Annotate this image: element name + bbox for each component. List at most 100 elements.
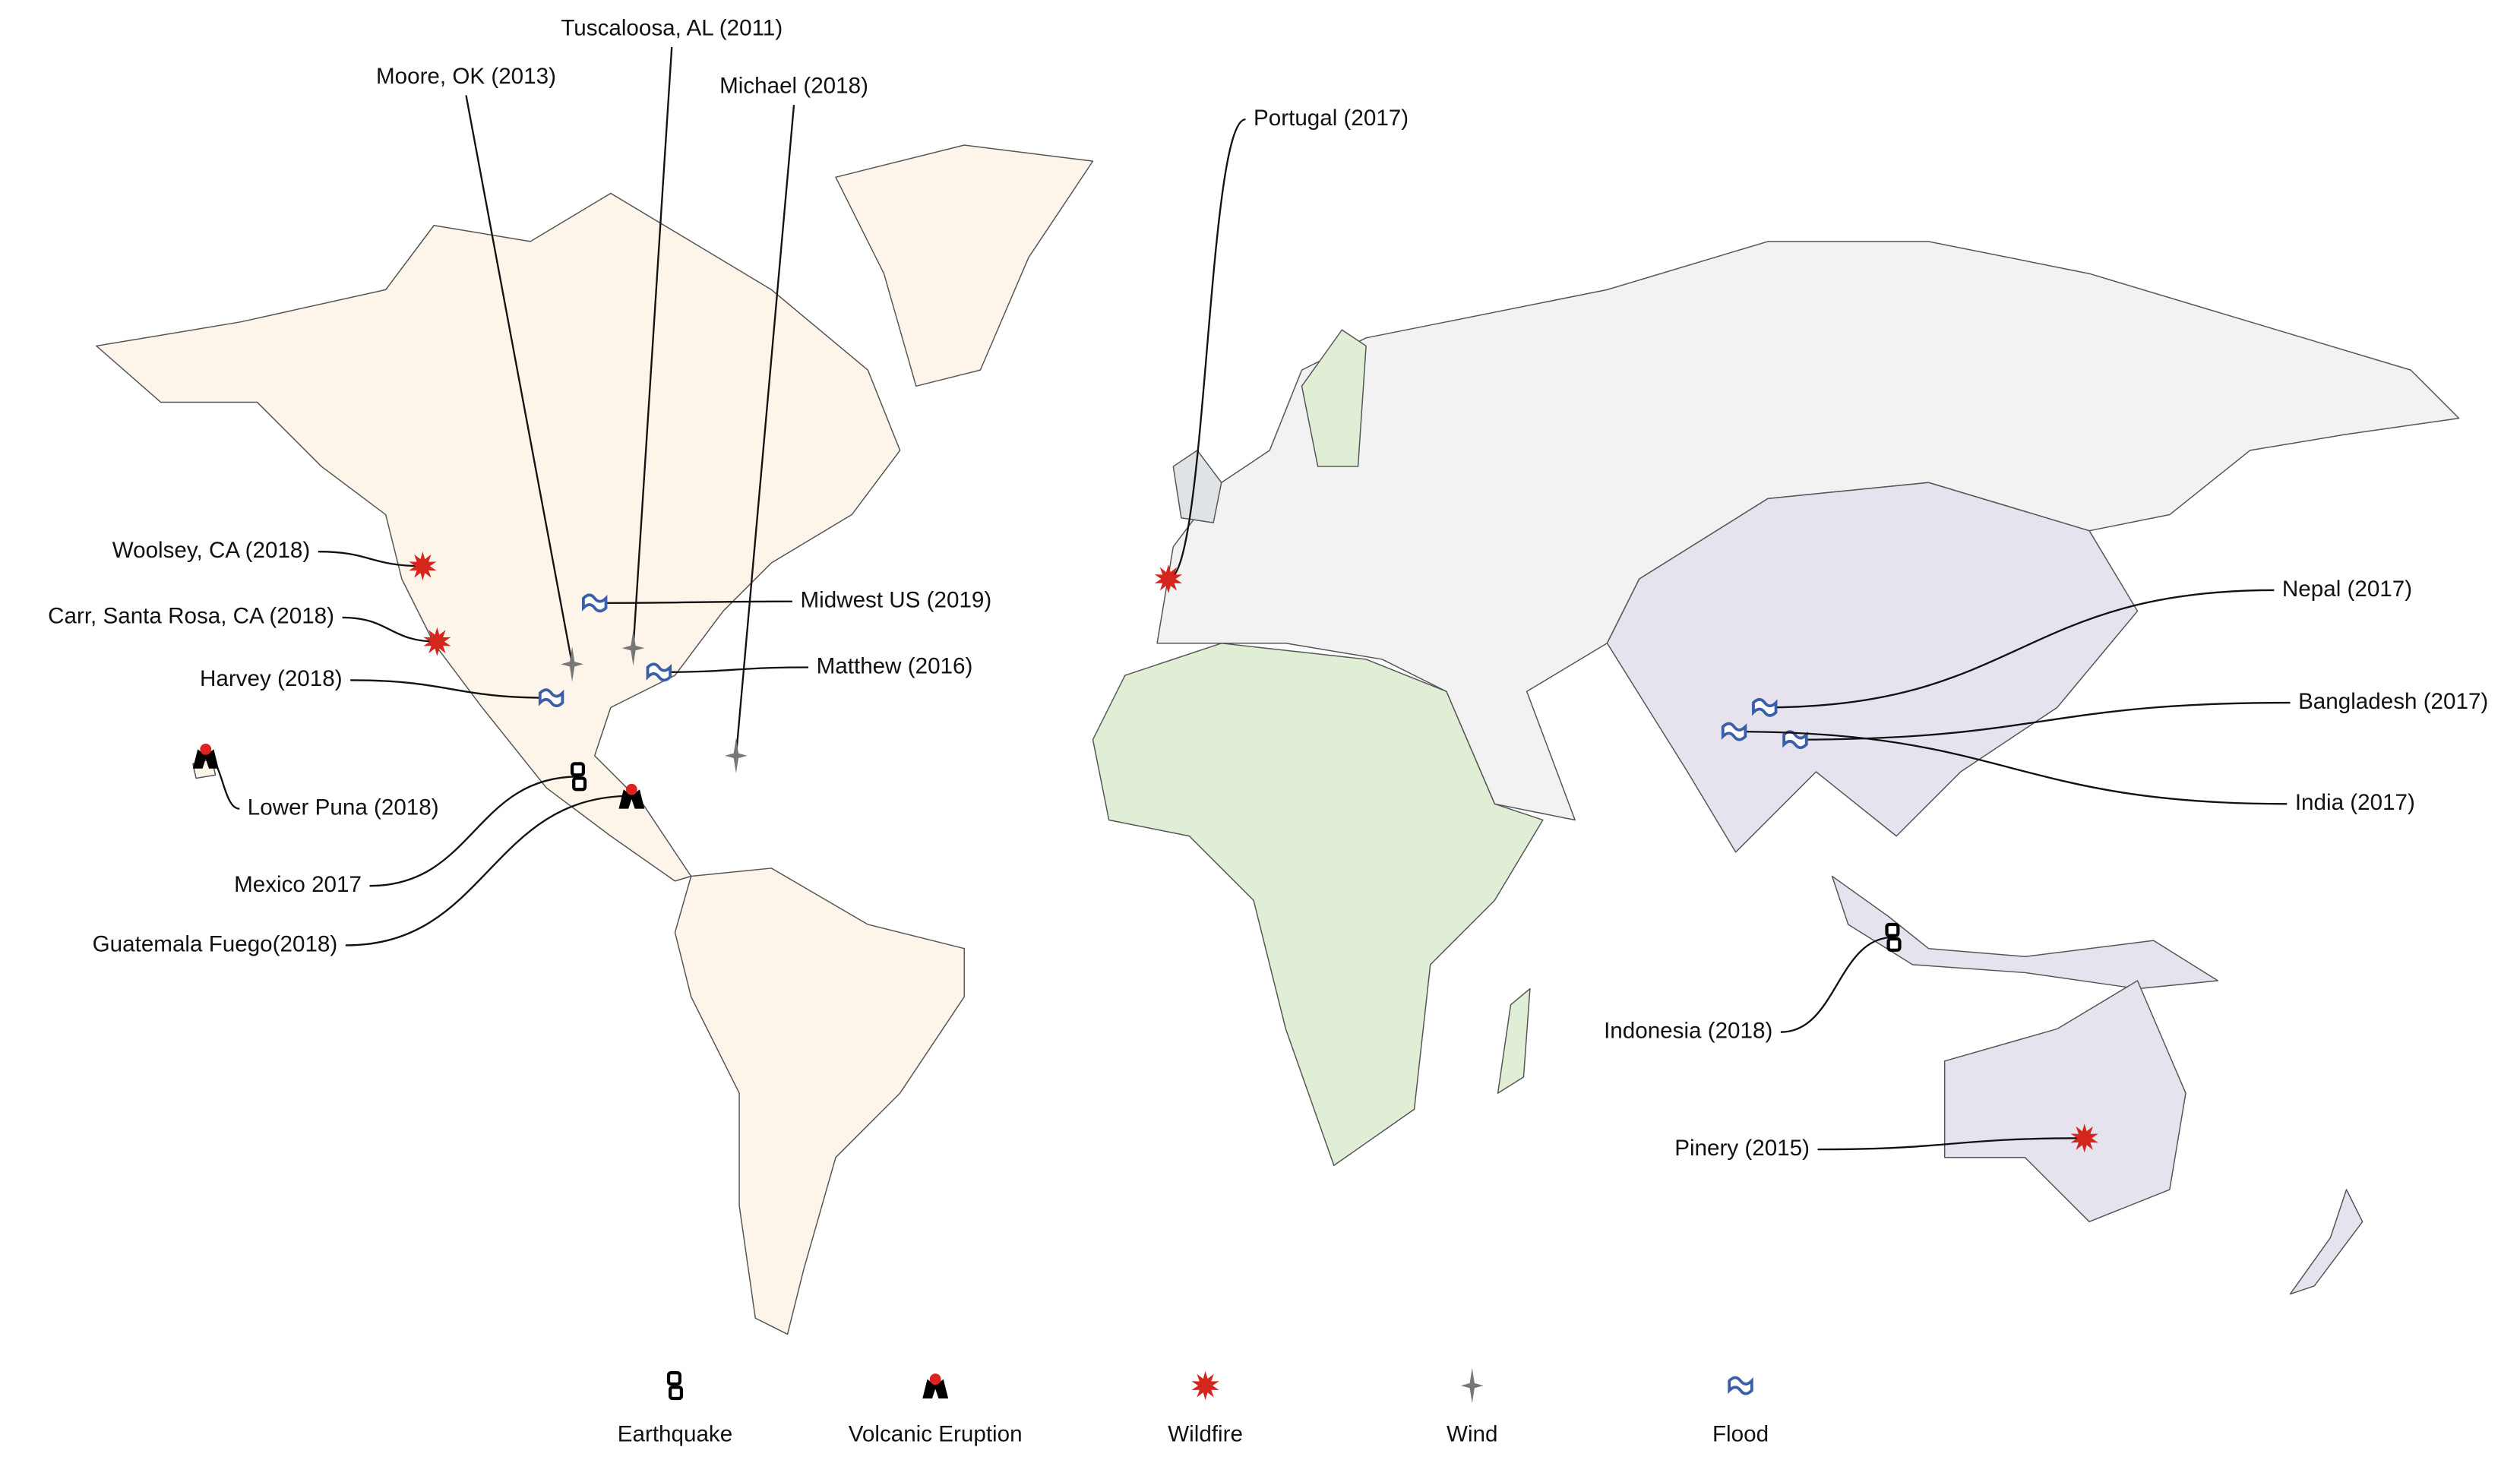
flood-symbol: [581, 593, 608, 613]
flood-symbol: [538, 688, 564, 708]
quake-block: [570, 762, 586, 777]
wildfire-symbol: [1154, 564, 1183, 594]
fire-star: [1154, 564, 1183, 594]
legend-label: Volcanic Eruption: [849, 1422, 1023, 1447]
flood-symbol: [1752, 697, 1778, 717]
wind-symbol: [621, 630, 645, 666]
africa: [1092, 643, 1544, 1167]
event-label: Tuscaloosa, AL (2011): [561, 15, 783, 40]
legend-label: Wind: [1447, 1422, 1497, 1447]
greenland: [835, 144, 1094, 387]
madagascar: [1497, 988, 1531, 1094]
scandinavia: [1301, 329, 1367, 467]
wind-star: [1460, 1367, 1484, 1404]
wind-star: [561, 646, 583, 682]
leader-line: [594, 600, 792, 605]
event-label: Matthew (2016): [817, 653, 973, 678]
asia: [1606, 482, 2139, 853]
quake-block: [572, 776, 587, 792]
leader-line: [318, 551, 423, 567]
flood-wave: [581, 593, 608, 613]
land: [96, 144, 2460, 1335]
event-label: Michael (2018): [719, 74, 868, 99]
wildfire-symbol: [409, 551, 437, 581]
leader-line: [369, 776, 579, 887]
quake-block: [666, 1371, 681, 1386]
volcano-cone: [192, 749, 219, 769]
flood-wave: [646, 662, 672, 682]
quake-block: [1885, 922, 1900, 937]
event-label: Harvey (2018): [200, 666, 343, 691]
quake-block: [669, 1386, 684, 1401]
leader-line: [465, 95, 574, 665]
legend-label: Flood: [1712, 1422, 1769, 1447]
leader-line: [659, 666, 809, 674]
flood-wave: [1721, 722, 1747, 741]
event-label: Lower Puna (2018): [248, 795, 439, 820]
event-label: Indonesia (2018): [1604, 1019, 1772, 1044]
flood-wave: [1752, 697, 1778, 717]
fire-star: [1191, 1371, 1219, 1401]
leader-line: [350, 679, 552, 699]
event-label: Guatemala Fuego(2018): [93, 931, 338, 956]
leader-line: [342, 616, 438, 643]
volcano-symbol: [922, 1373, 949, 1399]
fire-star: [409, 551, 437, 581]
leader-line: [1734, 730, 2288, 805]
leader-line: [1764, 589, 2275, 709]
lava: [625, 783, 637, 795]
wind-symbol: [1460, 1367, 1484, 1404]
event-label: Moore, OK (2013): [376, 64, 556, 89]
leader-line: [1817, 1137, 2085, 1151]
wind-symbol: [561, 646, 583, 682]
event-label: Mexico 2017: [234, 872, 362, 897]
event-label: Portugal (2017): [1254, 106, 1409, 131]
flood-symbol: [1728, 1376, 1753, 1395]
fire-star: [2070, 1123, 2098, 1153]
australia: [1943, 980, 2186, 1223]
leader-line: [345, 795, 632, 946]
volcano-symbol: [192, 743, 219, 769]
fire-star: [423, 627, 451, 656]
south-america: [674, 867, 966, 1335]
earthquake-symbol: [666, 1371, 684, 1401]
new-zealand: [2289, 1189, 2363, 1295]
wildfire-symbol: [1191, 1371, 1219, 1401]
quake-block: [1886, 937, 1902, 952]
wildfire-symbol: [2070, 1123, 2098, 1153]
event-label: India (2017): [2295, 790, 2415, 815]
earthquake-symbol: [1885, 922, 1902, 952]
leader-line: [1168, 118, 1246, 580]
volcano-symbol: [618, 783, 645, 809]
wind-star: [725, 738, 748, 774]
event-label: Pinery (2015): [1674, 1136, 1810, 1161]
flood-symbol: [646, 662, 672, 682]
lava: [200, 743, 212, 755]
earthquake-symbol: [570, 762, 587, 792]
flood-symbol: [1721, 722, 1747, 741]
event-label: Bangladesh (2017): [2298, 689, 2488, 714]
leader-line: [1794, 701, 2291, 741]
event-label: Carr, Santa Rosa, CA (2018): [48, 604, 334, 629]
legend-label: Wildfire: [1168, 1422, 1243, 1447]
wind-star: [621, 630, 645, 666]
volcano-cone: [618, 789, 645, 809]
flood-wave: [538, 688, 564, 708]
wind-symbol: [725, 738, 748, 774]
leader-line: [735, 104, 795, 756]
north-america: [96, 192, 901, 882]
wildfire-symbol: [423, 627, 451, 656]
flood-wave: [1728, 1376, 1753, 1395]
event-label: Midwest US (2019): [800, 588, 991, 613]
legend: Earthquake Volcanic Eruption Wildfire Wind F…: [618, 1367, 1769, 1447]
event-label: Woolsey, CA (2018): [112, 538, 311, 563]
lava: [929, 1373, 941, 1386]
leader-line: [632, 46, 673, 649]
british-isles: [1172, 450, 1222, 523]
events: Tuscaloosa, AL (2011)Moore, OK (2013) Mic…: [48, 15, 2488, 1160]
leader-line: [1780, 936, 1893, 1033]
event-label: Nepal (2017): [2282, 577, 2412, 602]
legend-label: Earthquake: [618, 1422, 732, 1447]
